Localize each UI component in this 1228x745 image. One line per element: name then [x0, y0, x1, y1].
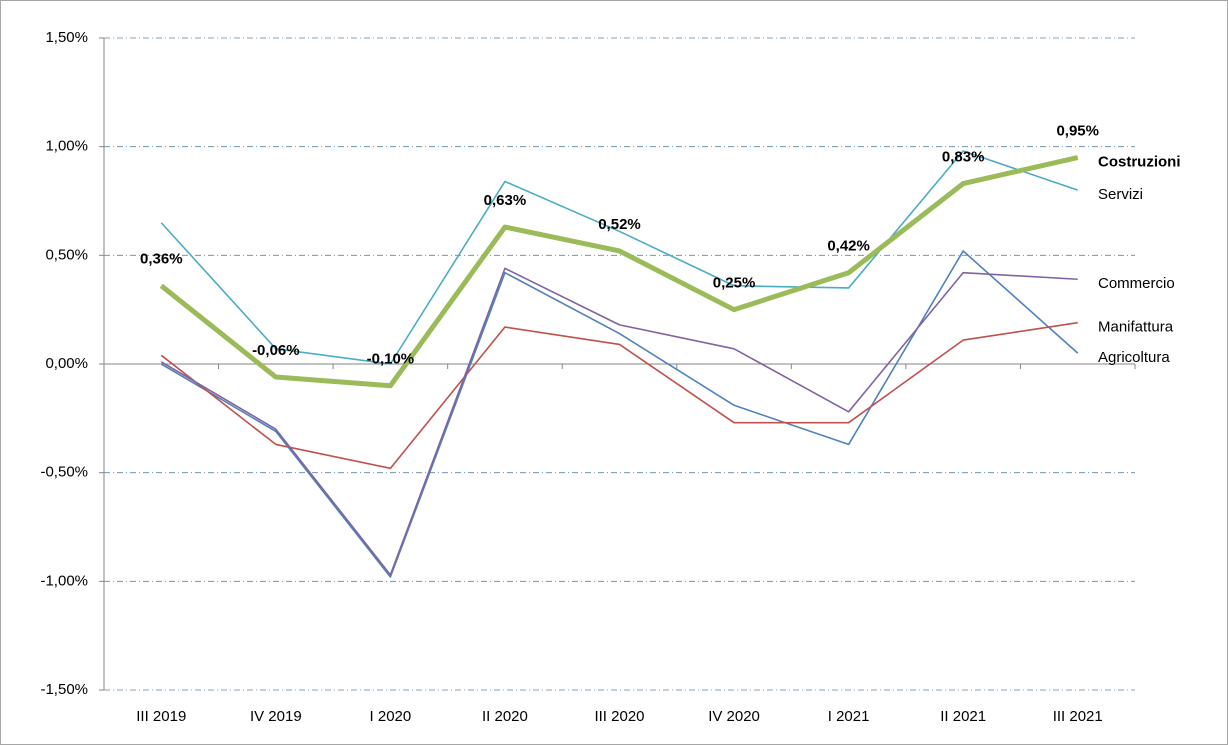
series-line: [160, 250, 1079, 578]
y-tick-label: 1,00%: [45, 138, 88, 155]
x-tick-label: II 2021: [940, 708, 986, 725]
data-label: 0,83%: [942, 149, 985, 166]
series-label: Agricoltura: [1098, 349, 1170, 366]
data-label: -0,10%: [367, 351, 415, 368]
x-tick-label: IV 2019: [250, 708, 302, 725]
series-line: [159, 155, 1079, 389]
data-label: 0,63%: [484, 192, 527, 209]
data-label: 0,95%: [1056, 123, 1099, 140]
x-tick-label: III 2021: [1053, 708, 1103, 725]
y-tick-label: 1,50%: [45, 29, 88, 46]
series-label: Manifattura: [1098, 319, 1174, 336]
y-tick-label: -1,50%: [40, 681, 88, 698]
series-label: Commercio: [1098, 275, 1175, 292]
x-tick-label: II 2020: [482, 708, 528, 725]
series-line: [160, 267, 1078, 576]
y-tick-label: 0,00%: [45, 355, 88, 372]
x-tick-label: I 2020: [370, 708, 412, 725]
x-tick-label: III 2019: [136, 708, 186, 725]
series-label: Costruzioni: [1098, 154, 1181, 171]
data-label: -0,06%: [252, 342, 300, 359]
x-tick-label: III 2020: [594, 708, 644, 725]
series-label: Servizi: [1098, 186, 1143, 203]
x-tick-label: IV 2020: [708, 708, 760, 725]
data-label: 0,36%: [140, 251, 183, 268]
y-tick-label: 0,50%: [45, 246, 88, 263]
y-tick-label: -1,00%: [40, 572, 88, 589]
series-line: [160, 321, 1078, 470]
x-tick-label: I 2021: [828, 708, 870, 725]
y-tick-label: -0,50%: [40, 464, 88, 481]
data-label: 0,42%: [827, 238, 870, 255]
data-label: 0,52%: [598, 216, 641, 233]
data-label: 0,25%: [713, 275, 756, 292]
series-line: [160, 150, 1078, 365]
